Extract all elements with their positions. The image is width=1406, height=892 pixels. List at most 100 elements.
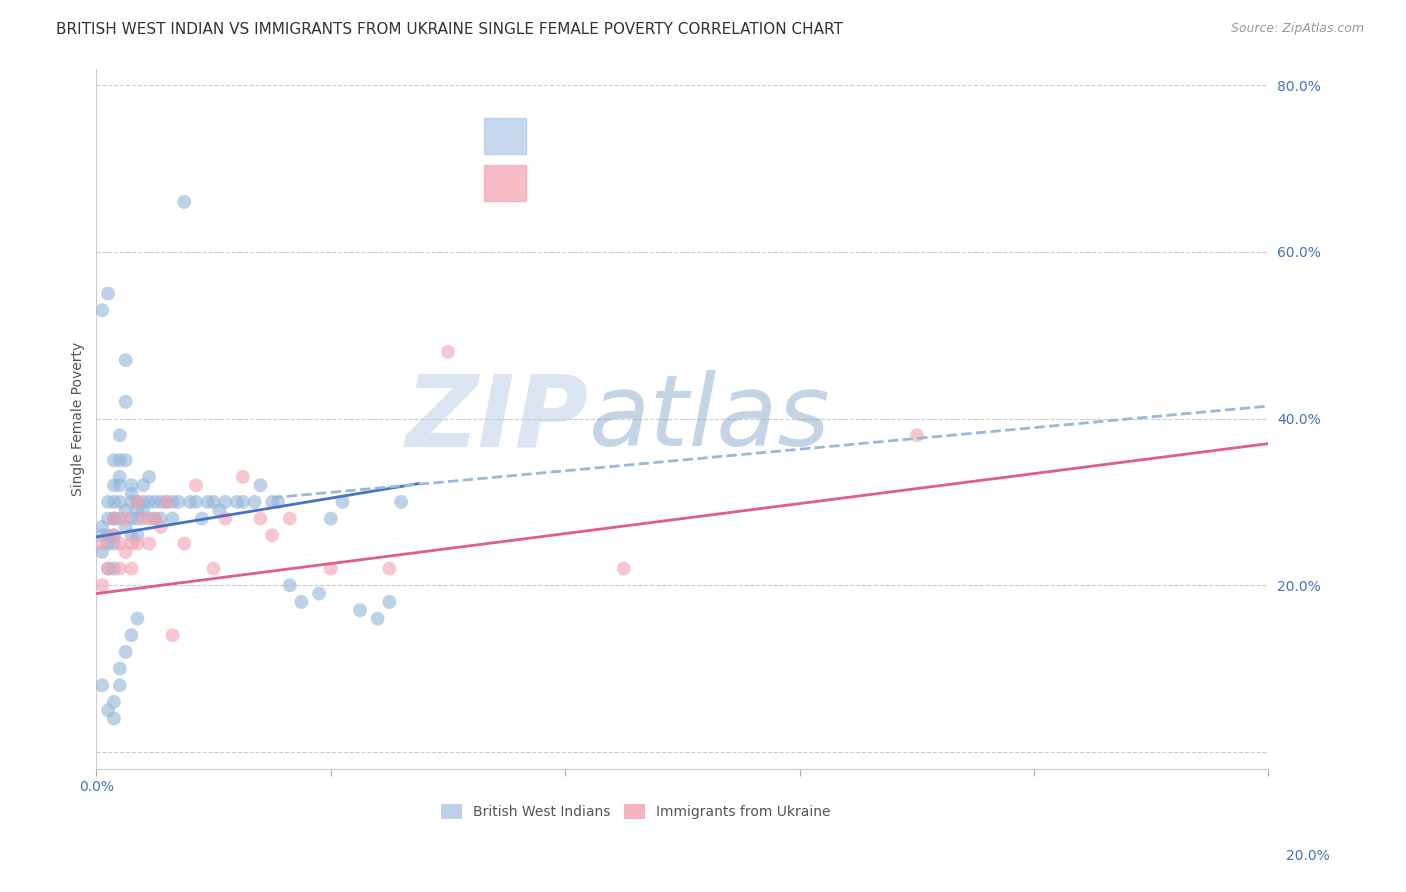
Point (121, 478, 143, 492)
Point (103, 511, 125, 525)
Point (143, 511, 166, 525)
Point (121, 486, 143, 500)
Point (114, 645, 136, 659)
Point (91, 520, 114, 534)
Point (103, 511, 125, 525)
Point (91, 528, 114, 542)
Point (202, 495, 225, 509)
Point (114, 520, 136, 534)
Text: 20.0%: 20.0% (1286, 849, 1330, 863)
Point (103, 453, 125, 467)
Point (91, 545, 114, 559)
Point (121, 561, 143, 575)
Point (103, 695, 125, 709)
Text: Source: ZipAtlas.com: Source: ZipAtlas.com (1230, 22, 1364, 36)
Point (202, 561, 225, 575)
Point (103, 528, 125, 542)
Point (108, 511, 131, 525)
Point (378, 561, 401, 575)
Point (332, 495, 354, 509)
Legend: British West Indians, Immigrants from Ukraine: British West Indians, Immigrants from Uk… (434, 798, 837, 825)
Point (184, 478, 207, 492)
Point (378, 595, 401, 609)
Point (162, 628, 184, 642)
Point (156, 495, 179, 509)
Point (121, 536, 143, 550)
Point (613, 561, 636, 575)
Point (108, 453, 131, 467)
Point (149, 495, 172, 509)
Point (262, 495, 284, 509)
Point (103, 495, 125, 509)
Point (262, 528, 284, 542)
Point (103, 536, 125, 550)
Point (173, 194, 195, 209)
Point (232, 470, 254, 484)
Point (97, 528, 120, 542)
Point (278, 578, 301, 592)
Point (114, 545, 136, 559)
Point (127, 503, 149, 517)
Text: ZIP: ZIP (406, 370, 589, 467)
Point (138, 511, 160, 525)
Point (108, 536, 131, 550)
Point (319, 511, 342, 525)
Point (121, 628, 143, 642)
Point (108, 561, 131, 575)
Point (132, 495, 155, 509)
Point (138, 495, 160, 509)
Point (114, 395, 136, 409)
Point (103, 478, 125, 492)
Point (91, 578, 114, 592)
Point (214, 495, 236, 509)
Point (114, 353, 136, 368)
Point (132, 503, 155, 517)
Point (162, 495, 184, 509)
Point (97, 703, 120, 717)
Point (149, 511, 172, 525)
Point (127, 511, 149, 525)
Point (197, 495, 219, 509)
Point (97, 495, 120, 509)
Point (389, 495, 412, 509)
Point (308, 586, 330, 600)
Point (114, 453, 136, 467)
Point (249, 511, 271, 525)
Point (437, 344, 460, 359)
Point (108, 662, 131, 676)
Point (97, 561, 120, 575)
Point (267, 495, 290, 509)
Point (184, 495, 207, 509)
Point (114, 511, 136, 525)
Point (138, 536, 160, 550)
Point (143, 495, 166, 509)
Point (149, 520, 172, 534)
Point (97, 286, 120, 301)
Point (127, 495, 149, 509)
Text: BRITISH WEST INDIAN VS IMMIGRANTS FROM UKRAINE SINGLE FEMALE POVERTY CORRELATION: BRITISH WEST INDIAN VS IMMIGRANTS FROM U… (56, 22, 844, 37)
Point (127, 528, 149, 542)
Point (91, 536, 114, 550)
Point (103, 561, 125, 575)
Point (103, 712, 125, 726)
Point (97, 511, 120, 525)
Point (114, 503, 136, 517)
Point (97, 561, 120, 575)
Point (108, 478, 131, 492)
Point (91, 303, 114, 318)
Point (143, 511, 166, 525)
Point (367, 611, 389, 625)
Point (905, 428, 928, 442)
Point (127, 536, 149, 550)
Y-axis label: Single Female Poverty: Single Female Poverty (72, 342, 86, 496)
Point (208, 503, 231, 517)
Point (108, 428, 131, 442)
Point (132, 511, 155, 525)
Point (278, 511, 301, 525)
Point (108, 495, 131, 509)
Point (127, 495, 149, 509)
Point (319, 561, 342, 575)
Point (121, 528, 143, 542)
Point (132, 478, 155, 492)
Point (243, 495, 266, 509)
